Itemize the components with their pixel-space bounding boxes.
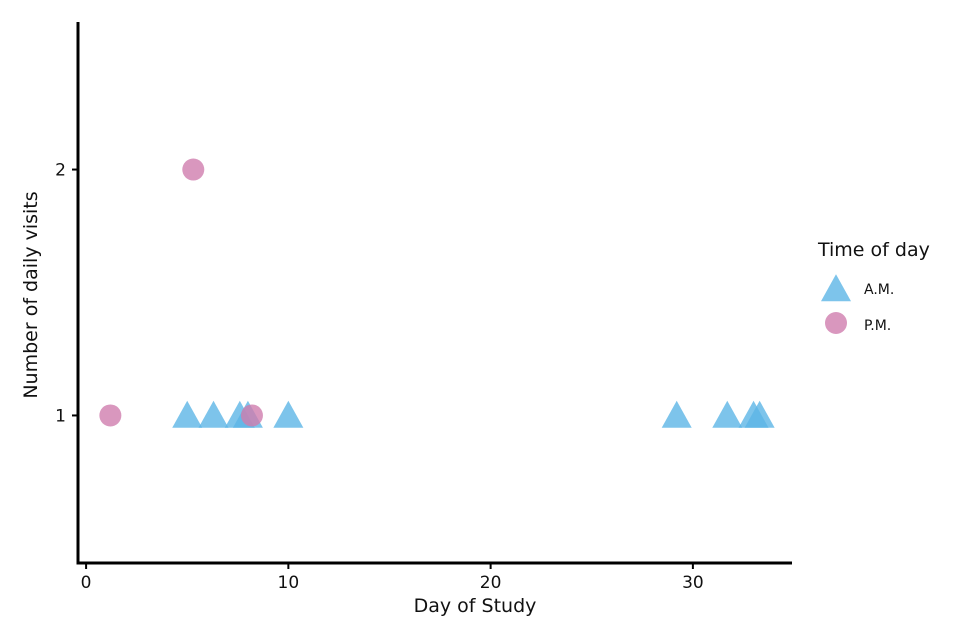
am-point	[744, 400, 775, 428]
legend-circle-icon	[825, 312, 847, 334]
x-ticks: 0 10 20 30	[81, 563, 704, 593]
y-ticks: 12	[55, 161, 78, 426]
y-axis-title: Number of daily visits	[20, 191, 42, 398]
legend-title: Time of day	[817, 239, 930, 261]
pm-point	[240, 404, 263, 427]
am-point	[712, 400, 743, 428]
am-point	[661, 400, 692, 428]
legend-label: A.M.	[864, 282, 894, 298]
legend-item: A.M.	[821, 274, 894, 302]
x-tick-label: 30	[682, 573, 704, 593]
legend: Time of day A.M. P.M.	[817, 239, 930, 334]
data-points	[99, 158, 775, 428]
am-point	[172, 400, 203, 428]
am-point	[198, 400, 229, 428]
x-tick-label: 0	[81, 573, 92, 593]
pm-point	[99, 404, 122, 427]
x-axis-title: Day of Study	[414, 595, 537, 617]
x-tick-label: 10	[278, 573, 300, 593]
legend-items: A.M. P.M.	[821, 274, 894, 334]
y-tick-label: 2	[55, 161, 66, 181]
legend-triangle-icon	[821, 274, 851, 302]
y-tick-label: 1	[55, 406, 66, 426]
legend-item: P.M.	[825, 312, 891, 334]
legend-label: P.M.	[864, 318, 891, 334]
axes: 0 10 20 30 12	[55, 22, 792, 593]
pm-point	[182, 158, 205, 181]
x-tick-label: 20	[480, 573, 502, 593]
am-point	[273, 400, 304, 428]
